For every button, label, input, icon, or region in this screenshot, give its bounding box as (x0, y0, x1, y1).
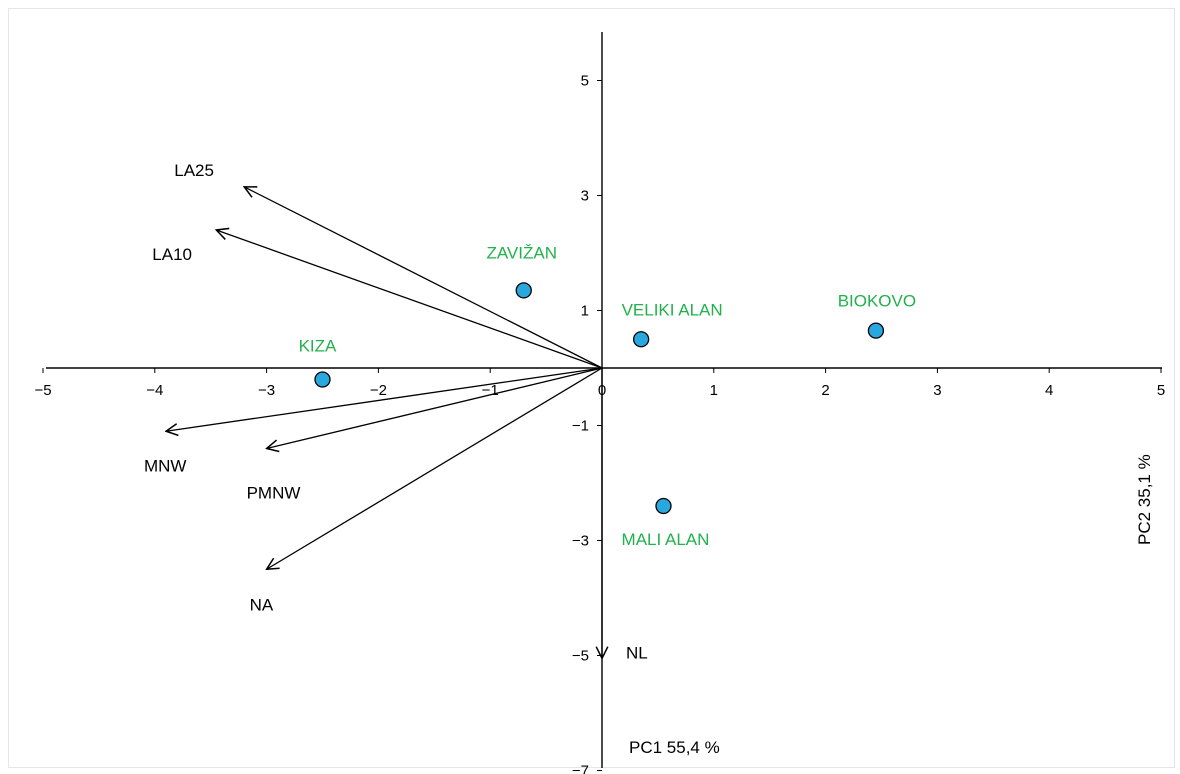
vector-label-na: NA (250, 595, 274, 614)
y-tick-label: 1 (581, 303, 589, 320)
vector-label-nl: NL (626, 643, 648, 662)
vector-arrow-na (267, 367, 603, 569)
y-axis-label: PC2 35,1 % (1135, 454, 1154, 545)
vector-label-la25: LA25 (174, 161, 214, 180)
y-tick-label: 3 (581, 188, 589, 205)
site-label-mali-alan: MALI ALAN (622, 530, 710, 549)
y-tick-label: 5 (581, 73, 589, 90)
site-point-veliki-alan (632, 331, 650, 348)
x-tick-label: −5 (34, 382, 51, 399)
site-point-zavižan (515, 282, 532, 299)
vector-arrow-la10 (216, 230, 603, 369)
x-tick-label: 3 (933, 382, 941, 399)
site-label-kiza: KIZA (299, 337, 337, 356)
chart-frame (8, 8, 1175, 768)
y-tick-label: −1 (572, 418, 589, 435)
site-label-veliki-alan: VELIKI ALAN (622, 300, 723, 319)
x-tick-label: −4 (146, 382, 163, 399)
x-tick-label: 2 (821, 382, 829, 399)
vector-label-mnw: MNW (144, 456, 186, 475)
x-tick-label: −3 (258, 382, 275, 399)
x-tick-label: 1 (710, 382, 718, 399)
site-label-biokovo: BIOKOVO (838, 292, 916, 311)
site-label-zavižan: ZAVIŽAN (486, 243, 557, 262)
y-tick-label: −7 (572, 763, 589, 774)
x-tick-label: −1 (482, 382, 499, 399)
x-tick-label: 5 (1157, 382, 1165, 399)
y-tick-label: −3 (572, 533, 589, 550)
vector-arrow-pmnw (267, 367, 603, 449)
y-tick-label: −5 (572, 648, 589, 665)
vector-arrow-la25 (244, 187, 603, 369)
site-point-biokovo (867, 322, 885, 339)
x-axis-label: PC1 55,4 % (629, 738, 720, 757)
vector-label-pmnw: PMNW (247, 484, 301, 503)
vector-label-la10: LA10 (152, 245, 192, 264)
vector-arrow-mnw (166, 367, 603, 431)
x-tick-label: −2 (370, 382, 387, 399)
x-tick-label: 4 (1045, 382, 1053, 399)
site-point-kiza (314, 371, 331, 388)
site-point-mali-alan (655, 497, 672, 515)
